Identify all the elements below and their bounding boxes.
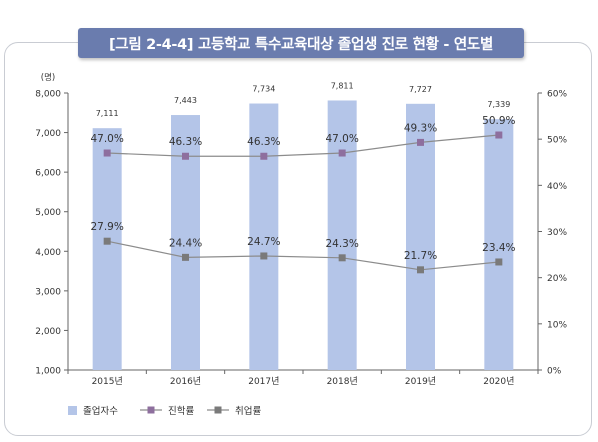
marker-employment-rate xyxy=(495,258,503,266)
left-tick-label: 1,000 xyxy=(35,367,61,377)
bar-graduates xyxy=(327,100,357,370)
left-tick-label: 2,000 xyxy=(35,327,61,337)
bar-value-label: 7,339 xyxy=(487,100,510,109)
employment-rate-label: 27.9% xyxy=(90,221,123,233)
legend-swatch-employment xyxy=(214,406,222,414)
left-axis-unit: (명) xyxy=(41,72,55,83)
x-tick-label: 2019년 xyxy=(405,376,436,387)
x-tick-label: 2020년 xyxy=(483,376,514,387)
line-advancement-rate xyxy=(107,134,499,157)
right-tick-label: 50% xyxy=(547,136,567,146)
right-tick-label: 0% xyxy=(547,367,562,377)
x-tick-label: 2017년 xyxy=(248,376,279,387)
left-tick-label: 7,000 xyxy=(35,129,61,139)
employment-rate-label: 21.7% xyxy=(404,250,437,262)
x-tick-label: 2018년 xyxy=(327,376,358,387)
bar-value-label: 7,727 xyxy=(409,85,432,94)
advancement-rate-label: 46.3% xyxy=(169,136,202,148)
x-tick-label: 2016년 xyxy=(170,376,201,387)
line-employment-rate xyxy=(107,240,499,271)
legend-label: 진학률 xyxy=(168,406,194,417)
x-tick-label: 2015년 xyxy=(92,376,123,387)
left-tick-label: 8,000 xyxy=(35,90,61,100)
bar-value-label: 7,811 xyxy=(331,81,354,90)
marker-employment-rate xyxy=(417,266,424,274)
marker-advancement-rate xyxy=(182,152,189,160)
chart-title: [그림 2-4-4] 고등학교 특수교육대상 졸업생 진로 현황 - 연도별 xyxy=(78,28,524,58)
legend-swatch-graduates xyxy=(68,406,77,415)
left-tick-label: 5,000 xyxy=(35,208,61,218)
marker-employment-rate xyxy=(103,237,111,245)
right-tick-label: 40% xyxy=(547,182,567,192)
marker-employment-rate xyxy=(338,254,346,262)
legend-label: 취업률 xyxy=(235,405,261,417)
bar-value-label: 7,443 xyxy=(174,96,197,105)
advancement-rate-label: 47.0% xyxy=(325,133,358,145)
bar-graduates xyxy=(92,128,122,370)
bar-graduates xyxy=(249,103,279,370)
bar-graduates xyxy=(406,103,435,370)
bar-value-label: 7,111 xyxy=(96,109,119,118)
right-tick-label: 30% xyxy=(547,228,567,238)
employment-rate-label: 24.4% xyxy=(169,237,202,249)
advancement-rate-label: 50.9% xyxy=(482,115,515,127)
left-tick-label: 3,000 xyxy=(35,287,61,297)
legend-swatch-advancement xyxy=(147,406,155,414)
legend-label: 졸업자수 xyxy=(83,405,118,417)
marker-advancement-rate xyxy=(260,152,268,160)
advancement-rate-label: 47.0% xyxy=(90,133,123,145)
right-tick-label: 20% xyxy=(547,274,567,284)
marker-advancement-rate xyxy=(103,149,111,157)
right-tick-label: 60% xyxy=(547,90,567,100)
right-tick-label: 10% xyxy=(547,320,567,330)
employment-rate-label: 23.4% xyxy=(482,242,515,254)
marker-advancement-rate xyxy=(338,149,346,157)
left-tick-label: 4,000 xyxy=(35,248,61,258)
marker-advancement-rate xyxy=(417,138,424,146)
marker-employment-rate xyxy=(260,252,268,260)
left-tick-label: 6,000 xyxy=(35,169,61,179)
marker-advancement-rate xyxy=(495,131,503,139)
bar-value-label: 7,734 xyxy=(252,85,275,94)
marker-employment-rate xyxy=(182,253,189,261)
employment-rate-label: 24.7% xyxy=(247,236,280,248)
advancement-rate-label: 49.3% xyxy=(404,122,437,134)
advancement-rate-label: 46.3% xyxy=(247,136,280,148)
bar-graduates xyxy=(484,119,514,371)
employment-rate-label: 24.3% xyxy=(325,238,358,250)
